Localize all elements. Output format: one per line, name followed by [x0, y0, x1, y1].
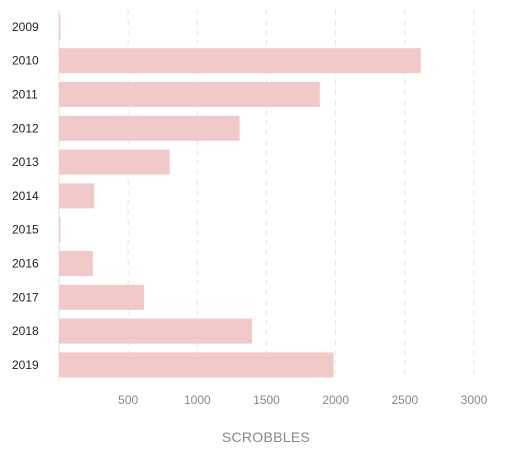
category-label-2009: 2009: [12, 20, 39, 34]
x-tick-label-500: 500: [118, 393, 138, 407]
bar-2010: [59, 48, 421, 74]
category-label-2019: 2019: [12, 358, 39, 372]
x-tick-label-1500: 1500: [253, 393, 280, 407]
bar-2016: [59, 251, 93, 276]
category-label-2017: 2017: [12, 290, 39, 304]
x-tick-label-3000: 3000: [461, 393, 488, 407]
bar-2019: [59, 352, 334, 378]
bar-2013: [59, 149, 170, 175]
category-label-2013: 2013: [12, 155, 39, 169]
category-label-layer: 2009 2010 2011 2012 2013 2014 2015 2016 2017 2018…: [12, 20, 39, 372]
bar-2017: [59, 284, 145, 310]
category-label-2010: 2010: [12, 54, 39, 68]
x-tick-label-1000: 1000: [184, 393, 211, 407]
bar-2011: [59, 82, 320, 107]
bar-2009: [59, 14, 61, 40]
bar-2018: [59, 318, 252, 344]
category-label-2016: 2016: [12, 257, 39, 271]
x-tick-label-2500: 2500: [391, 393, 418, 407]
bar-2014: [59, 183, 95, 209]
category-label-2012: 2012: [12, 121, 39, 135]
category-label-2011: 2011: [12, 88, 38, 102]
x-axis-title: SCROBBLES: [222, 429, 310, 445]
bar-2015: [59, 217, 61, 243]
category-label-2018: 2018: [12, 324, 39, 338]
category-label-2015: 2015: [12, 223, 39, 237]
category-label-2014: 2014: [12, 189, 39, 203]
bar-layer: [59, 14, 421, 378]
x-tick-label-2000: 2000: [322, 393, 349, 407]
tick-label-layer: 500 1000 1500 2000 2500 3000: [118, 393, 488, 407]
bar-2012: [59, 115, 240, 141]
